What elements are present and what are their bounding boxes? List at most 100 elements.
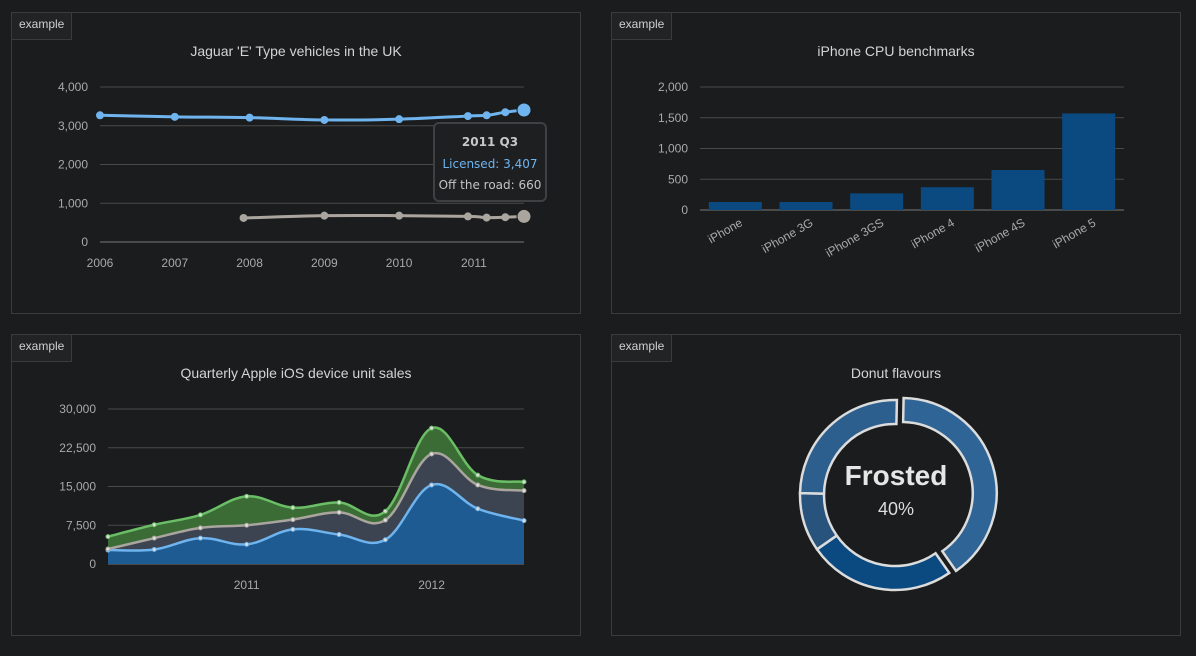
data-point <box>429 482 435 488</box>
data-point <box>105 534 111 540</box>
donut-slice <box>798 398 899 495</box>
x-tick-label: 2011 <box>234 578 260 592</box>
bar <box>779 202 833 210</box>
y-tick-label: 2,000 <box>658 80 688 94</box>
line-chart-panel: example Jaguar 'E' Type vehicles in the … <box>11 12 581 314</box>
data-point <box>429 451 435 457</box>
x-tick-label: 2010 <box>386 256 413 270</box>
chart-title: Donut flavours <box>850 365 942 381</box>
data-point <box>395 211 404 220</box>
data-point <box>151 547 157 553</box>
data-point <box>244 522 250 528</box>
series-line <box>107 451 525 551</box>
donut-center-value: 40% <box>877 499 915 519</box>
y-tick-label: 4,000 <box>58 80 88 94</box>
y-tick-label: 0 <box>681 203 688 217</box>
bar <box>991 170 1045 210</box>
x-tick-label: 2009 <box>311 256 338 270</box>
x-tick-label: 2008 <box>236 256 263 270</box>
y-tick-label: 500 <box>668 172 688 186</box>
data-point <box>170 112 179 121</box>
data-point <box>245 113 254 122</box>
x-tick-label: iPhone 3G <box>759 215 815 255</box>
data-point <box>395 115 404 124</box>
y-tick-label: 3,000 <box>58 119 88 133</box>
y-tick-label: 15,000 <box>59 480 96 494</box>
tooltip-title: 2011 Q3 <box>461 135 519 149</box>
data-point <box>382 537 388 543</box>
example-tag: example <box>12 335 73 362</box>
y-tick-label: 1,000 <box>58 196 88 210</box>
chart-title: Jaguar 'E' Type vehicles in the UK <box>190 43 402 59</box>
series-line <box>107 426 525 538</box>
donut-slice <box>815 533 952 592</box>
chart-tooltip: 2011 Q3 Licensed: 3,407 Off the road: 66… <box>433 122 547 202</box>
data-point <box>382 517 388 523</box>
example-tag: example <box>612 335 673 362</box>
data-point <box>482 213 491 222</box>
donut-slice <box>901 396 998 573</box>
data-point <box>382 508 388 514</box>
y-tick-label: 0 <box>81 235 88 249</box>
area-chart-panel: example Quarterly Apple iOS device unit … <box>11 334 581 636</box>
area-chart[interactable]: 0 7,500 15,000 22,500 30,000 2011 2012 <box>12 335 580 635</box>
y-tick-label: 1,500 <box>658 111 688 125</box>
x-tick-label: iPhone 3GS <box>823 215 886 259</box>
x-tick-label: 2007 <box>161 256 188 270</box>
x-tick-label: iPhone 5 <box>1050 215 1098 251</box>
data-point <box>290 517 296 523</box>
data-point <box>429 425 435 431</box>
data-point <box>320 115 329 124</box>
tooltip-off-road: Off the road: 660 <box>438 178 542 192</box>
example-tag: example <box>612 13 673 40</box>
data-point <box>336 532 342 538</box>
series-line <box>107 482 525 552</box>
bar-chart-panel: example iPhone CPU benchmarks 0 500 1,000 1… <box>611 12 1181 314</box>
data-point <box>151 522 157 528</box>
x-tick-label: iPhone 4 <box>909 215 957 251</box>
y-tick-label: 22,500 <box>59 441 96 455</box>
data-point <box>475 472 481 478</box>
data-point <box>482 111 491 120</box>
x-tick-label: iPhone 4S <box>973 215 1028 255</box>
data-point <box>475 506 481 512</box>
chart-title: iPhone CPU benchmarks <box>817 43 975 59</box>
data-point <box>501 108 510 117</box>
data-point <box>516 208 532 224</box>
data-point <box>336 509 342 515</box>
data-point <box>151 535 157 541</box>
x-tick-label: iPhone <box>705 215 745 246</box>
data-point <box>475 482 481 488</box>
data-point <box>521 518 527 524</box>
data-point <box>197 512 203 518</box>
tooltip-licensed: Licensed: 3,407 <box>442 157 538 171</box>
x-tick-label: 2006 <box>87 256 114 270</box>
bar <box>1062 113 1116 210</box>
data-point <box>244 541 250 547</box>
y-tick-label: 2,000 <box>58 158 88 172</box>
y-tick-label: 7,500 <box>66 518 96 532</box>
y-tick-label: 0 <box>89 557 96 571</box>
data-point <box>463 212 472 221</box>
data-point <box>320 211 329 220</box>
data-point <box>463 112 472 121</box>
y-tick-label: 30,000 <box>59 402 96 416</box>
data-point <box>516 102 532 118</box>
area-fill <box>108 484 524 564</box>
example-tag: example <box>12 13 73 40</box>
bar <box>920 187 974 210</box>
data-point <box>501 213 510 222</box>
donut-chart[interactable] <box>612 335 1180 635</box>
data-point <box>290 526 296 532</box>
data-point <box>244 493 250 499</box>
line-chart[interactable]: 0 1,000 2,000 3,000 4,000 2006 2007 2008 2009 201… <box>12 13 580 313</box>
data-point <box>239 213 248 222</box>
series-line <box>243 213 525 220</box>
donut-chart-panel: example Donut flavours Frosted 40% <box>611 334 1181 636</box>
data-point <box>197 535 203 541</box>
chart-title: Quarterly Apple iOS device unit sales <box>180 365 412 381</box>
data-point <box>336 500 342 506</box>
data-point <box>197 525 203 531</box>
series-line <box>99 108 525 122</box>
